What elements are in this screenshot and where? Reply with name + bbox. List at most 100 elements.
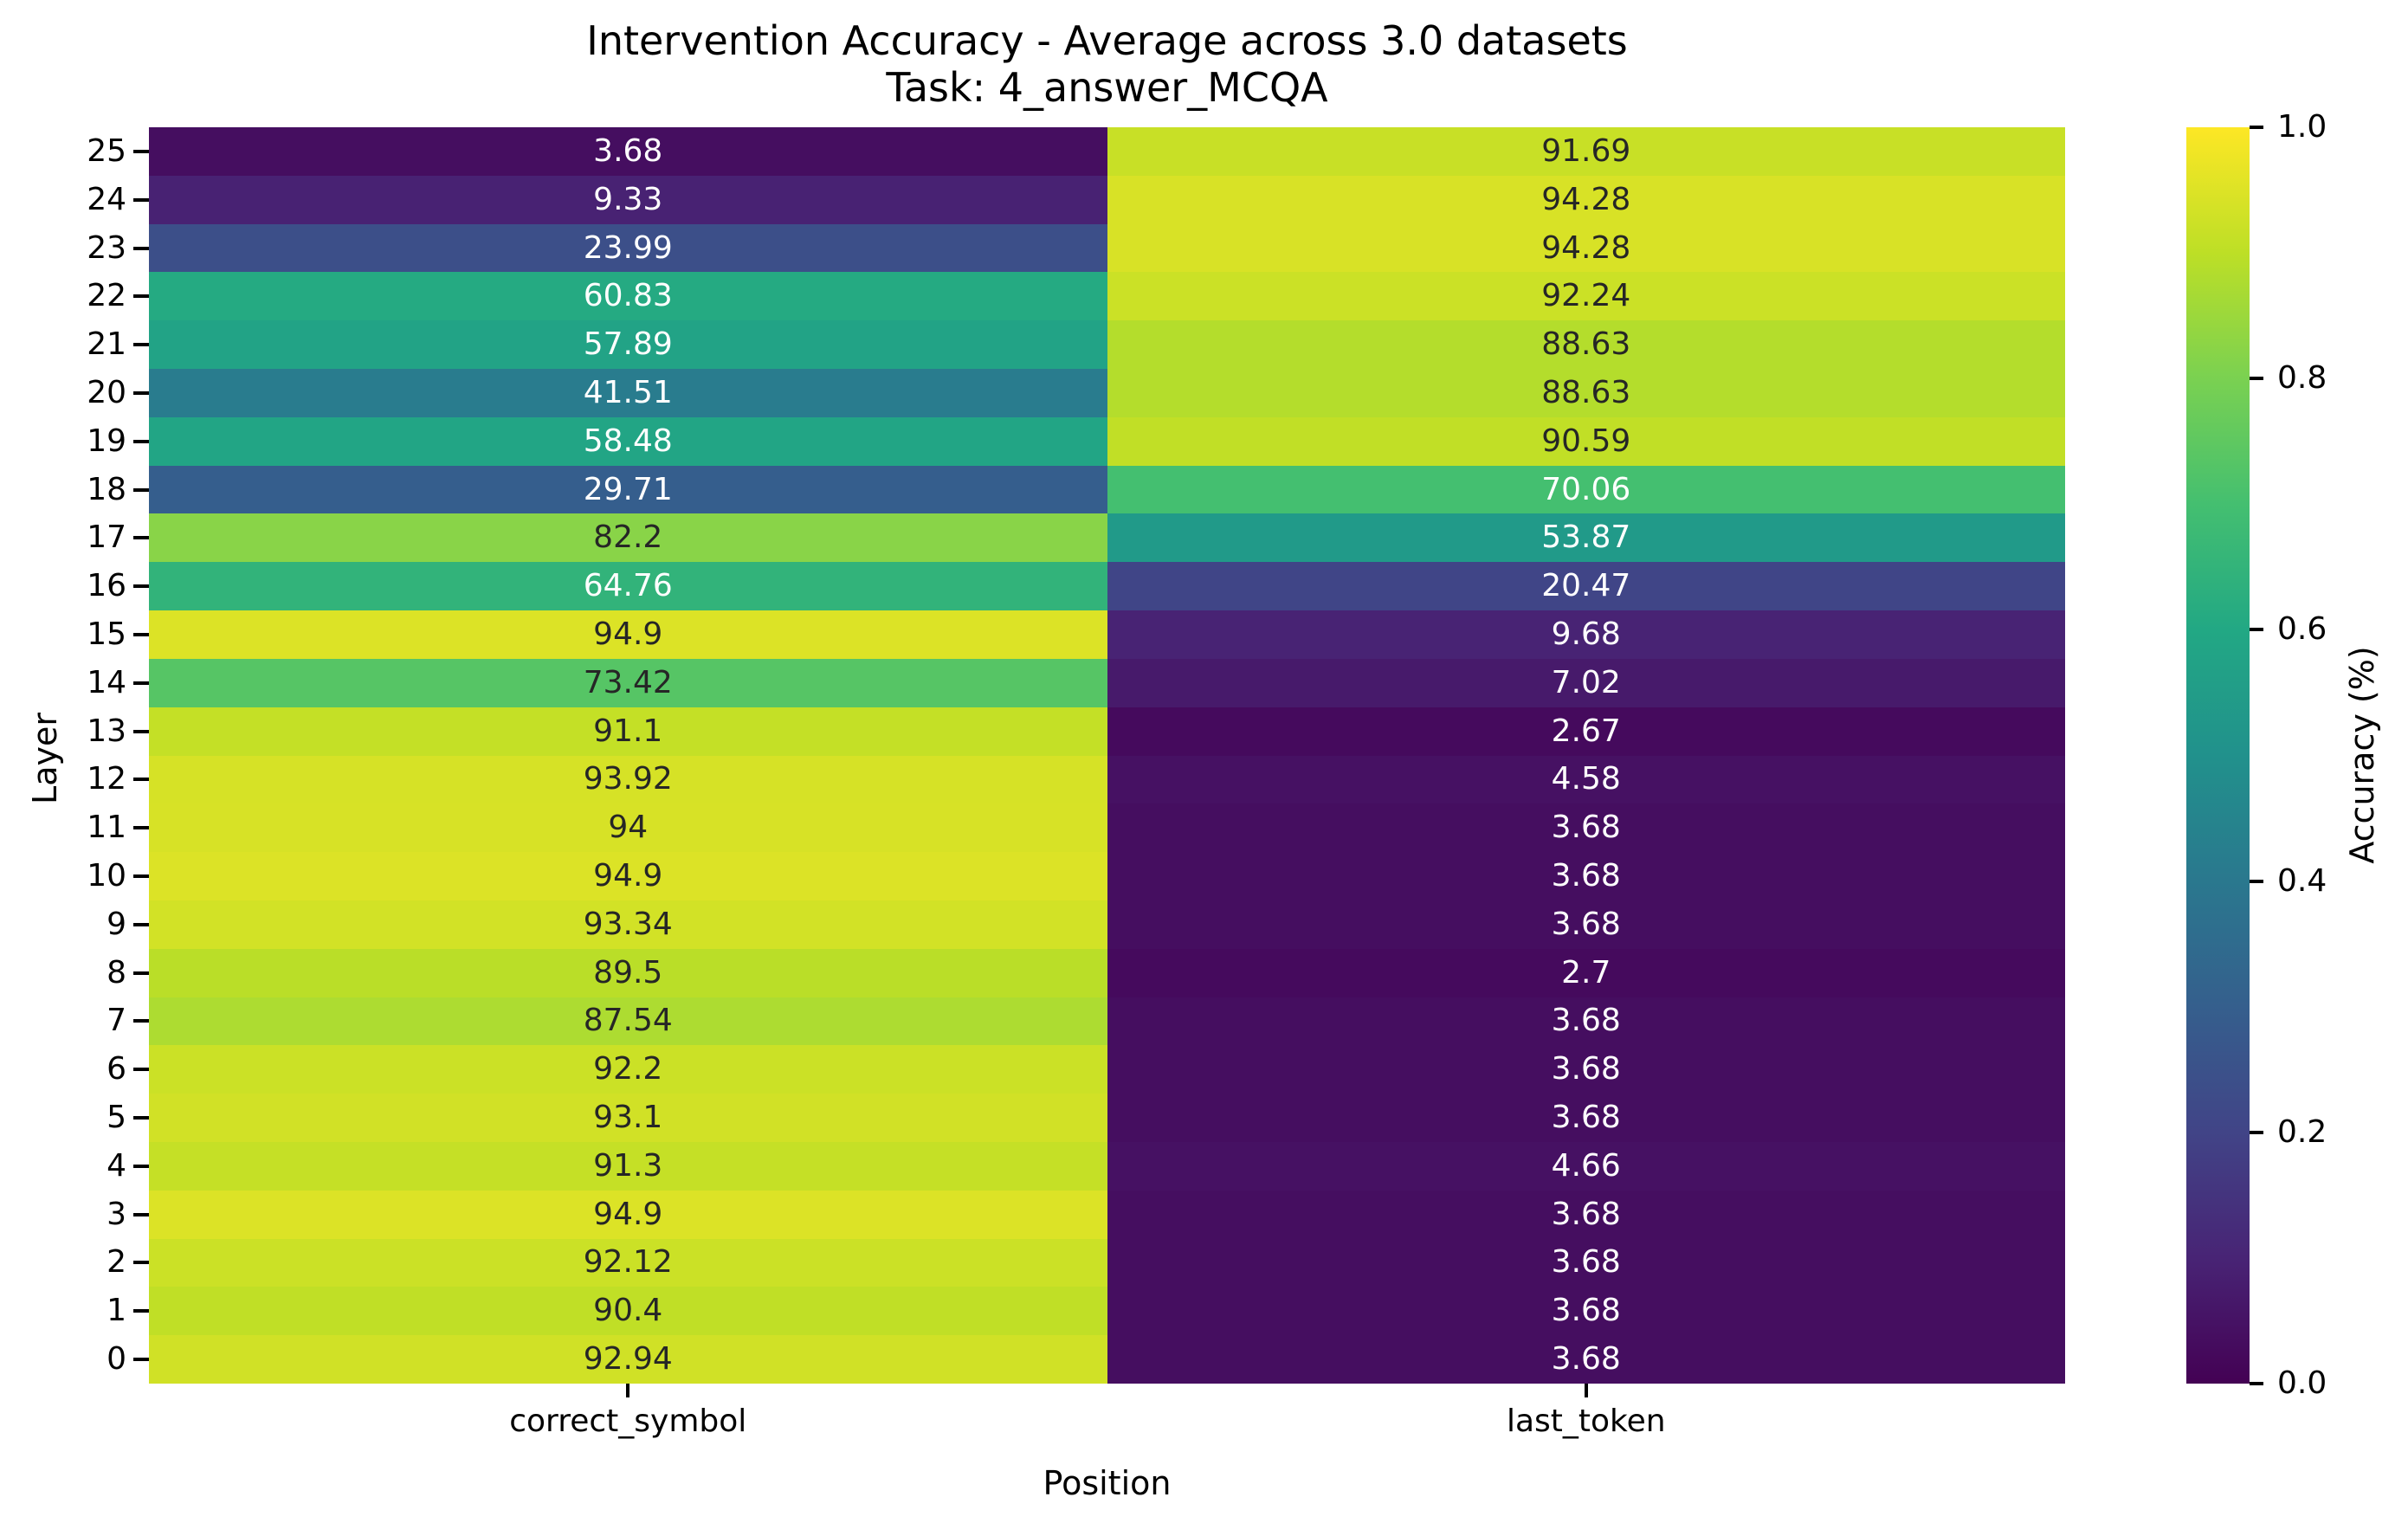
heatmap-cell: 93.1: [149, 1094, 1107, 1142]
heatmap-cell: 9.33: [149, 175, 1107, 224]
y-tick-mark: [133, 343, 149, 347]
y-tick-label: 6: [107, 1051, 126, 1087]
colorbar-tick-label: 0.0: [2277, 1365, 2327, 1401]
cell-value: 3.68: [1551, 1003, 1621, 1039]
cell-value: 3.68: [1551, 1196, 1621, 1232]
y-tick-mark: [133, 246, 149, 250]
y-tick-label: 10: [87, 858, 126, 894]
cell-value: 90.59: [1541, 423, 1631, 459]
y-tick-mark: [133, 1164, 149, 1168]
cell-value: 3.68: [1551, 1244, 1621, 1281]
y-tick-label: 25: [87, 132, 126, 169]
x-tick-mark: [626, 1384, 630, 1397]
y-tick-label: 20: [87, 374, 126, 410]
y-tick-label: 17: [87, 519, 126, 556]
heatmap-cell: 94: [149, 803, 1107, 853]
cell-value: 4.58: [1551, 761, 1621, 797]
heatmap-cell: 23.99: [149, 223, 1107, 273]
y-tick-mark: [133, 1068, 149, 1072]
heatmap-cell: 90.59: [1107, 416, 2065, 466]
colorbar-gradient: [2186, 127, 2250, 1384]
colorbar-tick-mark: [2250, 377, 2263, 381]
colorbar-tick-mark: [2250, 1382, 2263, 1385]
y-tick-label: 9: [107, 906, 126, 942]
heatmap-grid: 3.68 91.69 9.33 94.28 23.99 94.28 60.83 92.24 57…: [149, 127, 2065, 1384]
cell-value: 89.5: [593, 954, 663, 991]
cell-value: 94.9: [593, 858, 663, 894]
y-tick-mark: [133, 1261, 149, 1265]
heatmap-cell: 91.69: [1107, 127, 2065, 176]
cell-value: 82.2: [593, 519, 663, 556]
colorbar-tick-label: 0.8: [2277, 360, 2327, 397]
y-tick-label: 11: [87, 810, 126, 846]
heatmap-cell: 91.3: [149, 1141, 1107, 1191]
cell-value: 92.24: [1541, 278, 1631, 314]
y-tick-mark: [133, 632, 149, 636]
y-tick-label: 0: [107, 1341, 126, 1378]
heatmap-cell: 88.63: [1107, 320, 2065, 370]
heatmap-cell: 3.68: [1107, 852, 2065, 900]
cell-value: 91.1: [593, 713, 663, 749]
cell-value: 94.9: [593, 616, 663, 652]
cell-value: 3.68: [1551, 1293, 1621, 1329]
colorbar-tick-label: 1.0: [2277, 109, 2327, 145]
y-tick-mark: [133, 149, 149, 153]
y-tick-mark: [133, 439, 149, 443]
heatmap-cell: 93.34: [149, 900, 1107, 949]
heatmap-cell: 7.02: [1107, 658, 2065, 707]
y-tick-label: 8: [107, 954, 126, 991]
cell-value: 92.94: [583, 1341, 673, 1378]
cell-value: 20.47: [1541, 568, 1631, 604]
cell-value: 9.33: [593, 181, 663, 217]
cell-value: 91.69: [1541, 132, 1631, 169]
heatmap-cell: 88.63: [1107, 369, 2065, 417]
x-tick-mark: [1584, 1384, 1588, 1397]
y-tick-mark: [133, 681, 149, 685]
heatmap-cell: 94.9: [149, 852, 1107, 900]
heatmap-cell: 82.2: [149, 513, 1107, 563]
y-tick-label: 14: [87, 664, 126, 700]
heatmap-cell: 29.71: [149, 465, 1107, 514]
heatmap-cell: 57.89: [149, 320, 1107, 370]
cell-value: 2.67: [1551, 713, 1621, 749]
heatmap-cell: 87.54: [149, 997, 1107, 1046]
heatmap-cell: 4.58: [1107, 755, 2065, 804]
y-tick-label: 4: [107, 1147, 126, 1184]
cell-value: 94.9: [593, 1196, 663, 1232]
cell-value: 90.4: [593, 1293, 663, 1329]
heatmap-cell: 94.9: [149, 610, 1107, 659]
y-tick-mark: [133, 1116, 149, 1120]
y-tick-mark: [133, 922, 149, 926]
y-tick-label: 18: [87, 471, 126, 507]
cell-value: 4.66: [1551, 1147, 1621, 1184]
y-tick-mark: [133, 584, 149, 589]
heatmap-cell: 73.42: [149, 658, 1107, 707]
y-tick-label: 1: [107, 1293, 126, 1329]
heatmap-cell: 90.4: [149, 1287, 1107, 1336]
y-tick-mark: [133, 197, 149, 202]
heatmap-cell: 2.7: [1107, 948, 2065, 997]
y-tick-mark: [133, 294, 149, 299]
heatmap-cell: 3.68: [1107, 1335, 2065, 1384]
y-tick-label: 21: [87, 326, 126, 363]
colorbar-tick-mark: [2250, 1130, 2263, 1134]
y-tick-label: 24: [87, 181, 126, 217]
heatmap-cell: 92.94: [149, 1335, 1107, 1384]
heatmap-cell: 3.68: [149, 127, 1107, 176]
y-tick-mark: [133, 778, 149, 782]
colorbar-tick-label: 0.4: [2277, 862, 2327, 899]
heatmap-cell: 2.67: [1107, 707, 2065, 756]
y-tick-mark: [133, 536, 149, 540]
title-block: Intervention Accuracy - Average across 3…: [149, 17, 2065, 111]
cell-value: 3.68: [593, 132, 663, 169]
x-tick-label: correct_symbol: [509, 1404, 747, 1439]
heatmap-cell: 3.68: [1107, 1190, 2065, 1239]
y-tick-mark: [133, 390, 149, 395]
y-tick-mark: [133, 874, 149, 879]
cell-value: 64.76: [583, 568, 673, 604]
cell-value: 9.68: [1551, 616, 1621, 652]
y-tick-label: 2: [107, 1244, 126, 1281]
heatmap-cell: 3.68: [1107, 1287, 2065, 1336]
heatmap-cell: 92.24: [1107, 272, 2065, 321]
y-tick-mark: [133, 729, 149, 733]
